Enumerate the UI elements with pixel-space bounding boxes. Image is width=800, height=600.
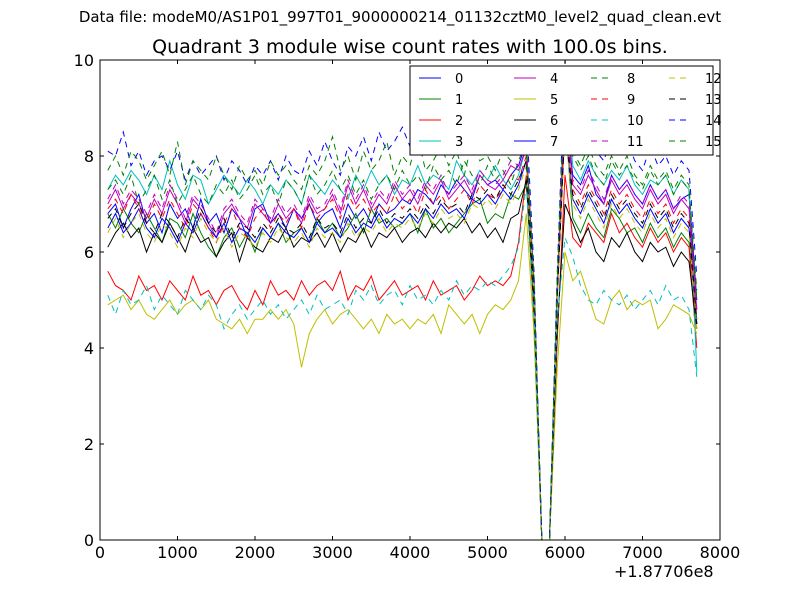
x-tick-label: 4000: [390, 543, 431, 562]
y-tick-label: 0: [84, 531, 94, 550]
legend-label-11: 11: [627, 135, 644, 150]
x-tick-label: 6000: [545, 543, 586, 562]
series-line-15: [107, 69, 698, 541]
y-tick-label: 4: [84, 339, 94, 358]
y-tick-label: 8: [84, 147, 94, 166]
legend-label-6: 6: [550, 114, 558, 129]
chart-title: Quadrant 3 module wise count rates with …: [152, 36, 668, 58]
series-line-9: [107, 112, 698, 541]
series-line-0: [107, 107, 698, 541]
legend-label-13: 13: [705, 93, 722, 108]
x-axis-offset-label: +1.87706e8: [614, 562, 714, 581]
y-tick-label: 6: [84, 243, 94, 262]
x-tick-label: 8000: [700, 543, 741, 562]
legend-label-8: 8: [627, 72, 635, 87]
legend-label-4: 4: [550, 72, 558, 87]
series-line-13: [107, 122, 698, 541]
legend-label-2: 2: [455, 114, 463, 129]
series-line-6: [107, 179, 698, 541]
series-line-14: [107, 59, 698, 541]
series-line-11: [107, 93, 698, 541]
x-tick-label: 5000: [467, 543, 508, 562]
series-line-10: [107, 184, 698, 541]
x-tick-label: 1000: [157, 543, 198, 562]
series-layer: [107, 59, 698, 541]
legend-box: [409, 65, 714, 156]
y-tick-label: 2: [84, 435, 94, 454]
legend-label-1: 1: [455, 93, 463, 108]
legend-label-5: 5: [550, 93, 558, 108]
x-tick-label: 3000: [312, 543, 353, 562]
series-line-3: [107, 83, 698, 541]
legend-label-9: 9: [627, 93, 635, 108]
legend-label-14: 14: [705, 114, 722, 129]
legend-label-3: 3: [455, 135, 463, 150]
legend-label-10: 10: [627, 114, 644, 129]
series-line-5: [107, 213, 698, 541]
series-line-8: [107, 74, 698, 541]
legend-label-15: 15: [705, 135, 722, 150]
y-tick-label: 10: [74, 51, 94, 70]
series-line-2: [107, 175, 698, 541]
legend-label-12: 12: [705, 72, 722, 87]
figure-suptitle: Data file: modeM0/AS1P01_997T01_90000002…: [78, 8, 722, 26]
x-tick-label: 2000: [235, 543, 276, 562]
x-tick-label: 7000: [622, 543, 663, 562]
series-line-12: [107, 131, 698, 541]
series-line-4: [107, 103, 698, 541]
legend-label-0: 0: [455, 72, 463, 87]
legend-label-7: 7: [550, 135, 558, 150]
x-tick-label: 0: [95, 543, 105, 562]
